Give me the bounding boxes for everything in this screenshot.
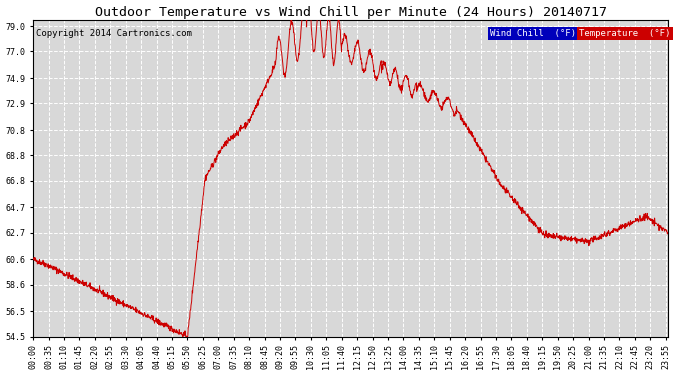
- Text: Wind Chill  (°F): Wind Chill (°F): [490, 29, 576, 38]
- Text: Temperature  (°F): Temperature (°F): [579, 29, 671, 38]
- Text: Copyright 2014 Cartronics.com: Copyright 2014 Cartronics.com: [37, 29, 193, 38]
- Title: Outdoor Temperature vs Wind Chill per Minute (24 Hours) 20140717: Outdoor Temperature vs Wind Chill per Mi…: [95, 6, 607, 18]
